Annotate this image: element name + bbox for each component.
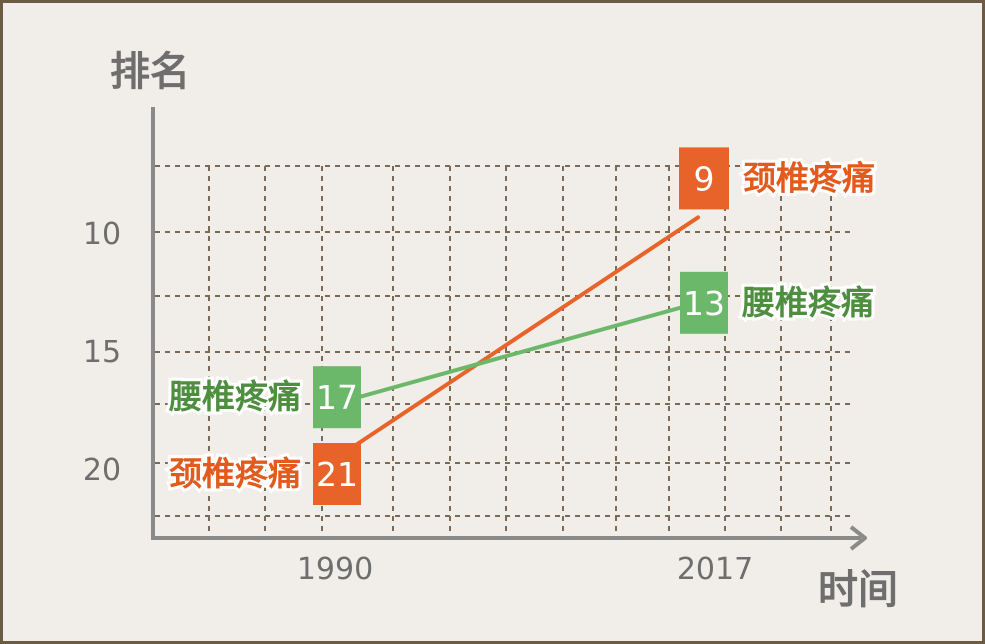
series-name-neck-1990: 颈椎疼痛 [169, 454, 301, 493]
y-tick-15: 15 [83, 335, 121, 370]
series-name-lumbar-2017: 腰椎疼痛 [742, 283, 874, 322]
grid [155, 165, 851, 533]
value-box-neck-2017 [679, 147, 729, 210]
tick-labels: 1990 2017 10 15 20 [83, 217, 753, 587]
axes: 排名 时间 [110, 49, 898, 613]
value-box-lumbar-1990 [313, 366, 361, 429]
ranking-chart: 排名 时间 1990 2017 10 15 20 21 颈椎疼痛 9 颈椎疼痛 17 腰椎… [83, 49, 898, 613]
y-tick-20: 20 [83, 453, 121, 488]
series-lines [335, 215, 700, 460]
y-axis-title: 排名 [110, 49, 190, 95]
value-box-lumbar-2017 [680, 271, 728, 334]
value-label-neck-2017: 9 [694, 159, 715, 198]
value-label-lumbar-1990: 17 [316, 378, 358, 417]
series-name-lumbar-1990: 腰椎疼痛 [169, 377, 301, 416]
series-line-lumbar [335, 300, 700, 406]
value-box-neck-1990 [313, 443, 361, 505]
series-markers: 21 颈椎疼痛 9 颈椎疼痛 17 腰椎疼痛 13 腰椎疼痛 [166, 147, 878, 505]
value-label-lumbar-2017: 13 [683, 284, 725, 323]
x-tick-2017: 2017 [677, 552, 753, 587]
value-label-neck-1990: 21 [316, 455, 358, 494]
series-line-neck [335, 215, 700, 460]
x-axis-arrow-icon [849, 525, 867, 551]
x-axis-title: 时间 [818, 567, 898, 613]
x-tick-1990: 1990 [297, 552, 373, 587]
y-tick-10: 10 [83, 217, 121, 252]
series-name-neck-2017: 颈椎疼痛 [743, 158, 875, 197]
